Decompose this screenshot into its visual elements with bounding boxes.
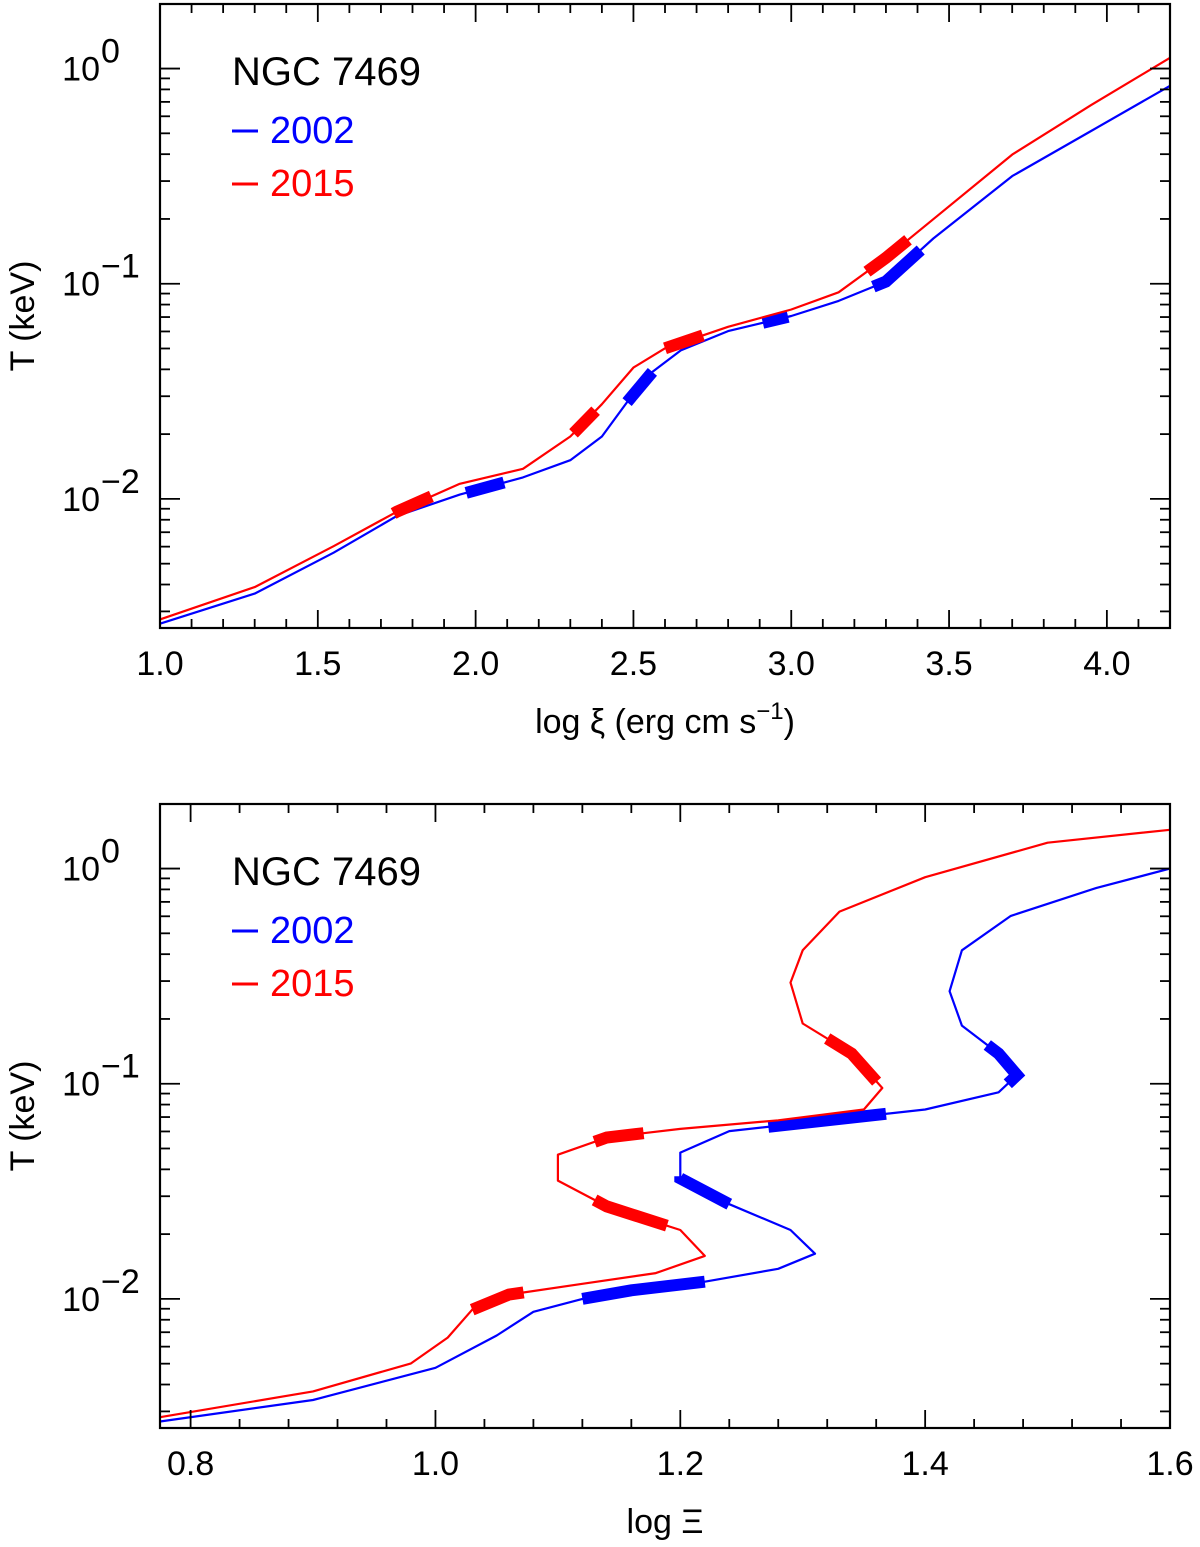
chart-title: NGC 7469 [232,50,421,94]
x-tick-label: 1.6 [1146,1445,1193,1483]
y-tick-label-exponent: 0 [101,33,120,71]
series-line-2015 [159,56,1171,621]
y-tick-label: 10 [62,481,100,519]
highlight-segment-2015-3 [863,235,912,277]
x-tick-label: 3.5 [925,645,972,683]
chart-title: NGC 7469 [232,850,421,894]
legend-label-2015: 2015 [270,963,355,1005]
highlight-segment-2002-1 [674,1173,733,1210]
highlight-segment-2002-3 [983,1040,1026,1089]
y-axis-label: T (keV) [4,261,42,372]
x-tick-label: 1.0 [136,645,183,683]
plot-frame [158,802,1172,1430]
x-tick-label: 1.0 [412,1445,459,1483]
x-tick-label: 0.8 [167,1445,214,1483]
legend-label-2002: 2002 [270,910,355,952]
highlight-segment-2002-3 [871,245,925,293]
legend-label-2015: 2015 [270,163,355,205]
x-tick-label: 1.2 [657,1445,704,1483]
plot-frame [158,2,1172,630]
highlight-segment-2002-1 [622,368,657,406]
y-tick-label-exponent: −2 [101,1263,140,1301]
highlight-segment-2002-2 [767,1107,887,1133]
highlight-segment-2015-0 [390,490,434,519]
y-tick-label-exponent: 0 [101,833,120,871]
highlight-segment-2002-2 [761,310,790,329]
highlight-segment-2015-2 [592,1127,645,1148]
x-axis-label: log ξ (erg cm s−1) [535,698,795,741]
highlight-segment-2002-0 [581,1275,706,1305]
highlight-segment-2015-1 [569,406,600,438]
highlight-segment-2015-3 [824,1033,882,1086]
x-tick-label: 1.4 [902,1445,949,1483]
y-tick-label: 10 [62,51,100,89]
y-tick-label: 10 [62,1281,100,1319]
highlight-segment-2002-0 [464,476,506,499]
series-line-2002 [159,867,1171,1423]
x-tick-label: 2.0 [452,645,499,683]
y-tick-label: 10 [62,266,100,304]
y-tick-label-exponent: −1 [101,1048,140,1086]
x-tick-label: 4.0 [1083,645,1130,683]
x-tick-label: 1.5 [294,645,341,683]
y-tick-label: 10 [62,1066,100,1104]
highlight-segment-2015-0 [469,1286,525,1316]
legend-label-2002: 2002 [270,110,355,152]
y-tick-label-exponent: −1 [101,248,140,286]
highlight-segment-2015-1 [591,1194,669,1232]
x-tick-label: 3.0 [768,645,815,683]
y-tick-label: 10 [62,851,100,889]
highlight-segment-2015-2 [663,329,705,354]
x-axis-label: log Ξ [627,1503,704,1541]
y-tick-label-exponent: −2 [101,463,140,501]
x-tick-label: 2.5 [610,645,657,683]
y-axis-label: T (keV) [4,1061,42,1172]
